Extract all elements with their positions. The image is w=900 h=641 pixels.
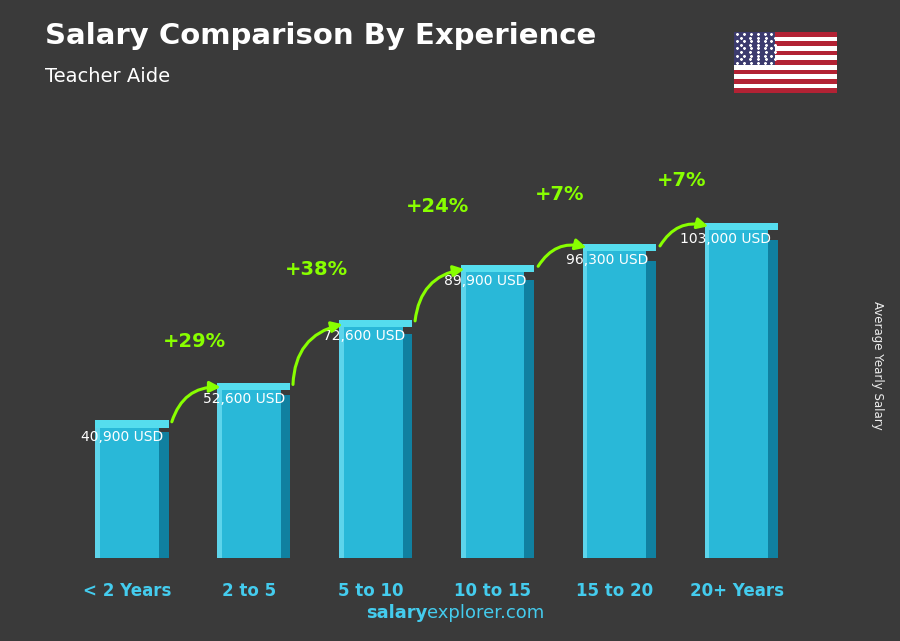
Text: < 2 Years: < 2 Years (83, 581, 171, 599)
Bar (734, 88, 837, 93)
Bar (705, 230, 769, 558)
Text: 15 to 20: 15 to 20 (576, 581, 653, 599)
Text: explorer.com: explorer.com (428, 604, 544, 622)
Bar (95, 420, 168, 428)
Text: +24%: +24% (406, 197, 470, 216)
Bar (734, 74, 837, 79)
Text: +7%: +7% (536, 185, 585, 204)
Text: Salary Comparison By Experience: Salary Comparison By Experience (45, 22, 596, 51)
Bar (95, 428, 158, 558)
Text: 103,000 USD: 103,000 USD (680, 232, 770, 246)
Bar (95, 428, 100, 558)
Bar (734, 65, 837, 69)
Bar (402, 334, 412, 558)
Bar (646, 261, 656, 558)
Bar (339, 327, 402, 558)
Bar (461, 272, 525, 558)
Text: 72,600 USD: 72,600 USD (323, 329, 405, 343)
Text: 2 to 5: 2 to 5 (222, 581, 276, 599)
Bar (217, 383, 291, 390)
Bar (734, 51, 837, 56)
Bar (734, 83, 837, 88)
Text: salary: salary (366, 604, 427, 622)
Bar (734, 32, 837, 37)
Bar (461, 272, 465, 558)
Bar (339, 327, 344, 558)
Bar (158, 431, 168, 558)
Bar (217, 390, 281, 558)
Bar (734, 69, 837, 74)
Bar (339, 320, 412, 327)
Bar (583, 244, 656, 251)
Text: Teacher Aide: Teacher Aide (45, 67, 170, 87)
Bar (734, 42, 837, 46)
Bar (769, 240, 778, 558)
Text: 5 to 10: 5 to 10 (338, 581, 404, 599)
Text: +7%: +7% (657, 171, 706, 190)
Text: 10 to 15: 10 to 15 (454, 581, 531, 599)
Bar (281, 395, 291, 558)
Text: 96,300 USD: 96,300 USD (566, 253, 649, 267)
Bar (525, 280, 535, 558)
Bar (734, 37, 837, 42)
Bar (734, 56, 837, 60)
Text: Average Yearly Salary: Average Yearly Salary (871, 301, 884, 429)
Text: 40,900 USD: 40,900 USD (81, 429, 163, 444)
Bar (705, 230, 709, 558)
Bar (705, 223, 778, 230)
Text: 89,900 USD: 89,900 USD (445, 274, 526, 288)
Bar (583, 251, 646, 558)
Text: 52,600 USD: 52,600 USD (202, 392, 285, 406)
Bar (217, 390, 221, 558)
Bar (734, 60, 837, 65)
Bar (734, 46, 837, 51)
Text: +38%: +38% (284, 260, 347, 279)
Text: +29%: +29% (163, 331, 226, 351)
Bar (583, 251, 588, 558)
Bar (734, 79, 837, 83)
Bar (461, 265, 535, 272)
Bar (734, 32, 775, 65)
Text: 20+ Years: 20+ Years (689, 581, 784, 599)
